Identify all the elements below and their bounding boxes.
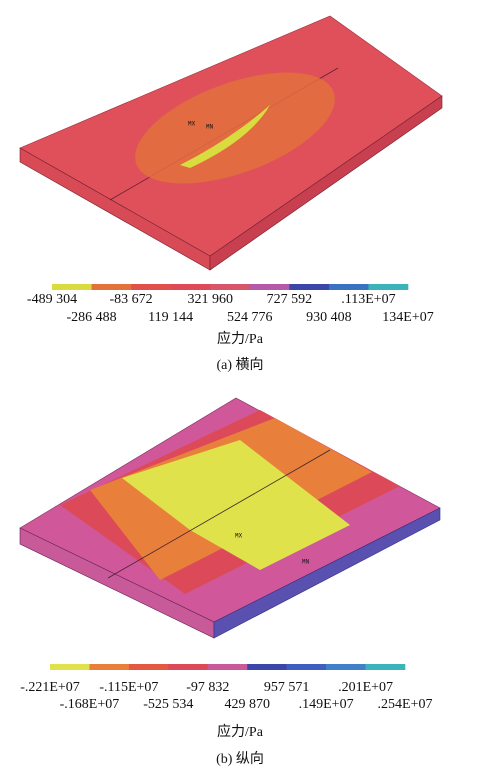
legend-swatch bbox=[249, 284, 290, 290]
legend-swatch bbox=[89, 664, 130, 670]
legend-label: -489 304 bbox=[27, 292, 77, 307]
legend-swatch bbox=[210, 284, 251, 290]
marker: MX bbox=[188, 121, 196, 128]
legend-label: -525 534 bbox=[143, 697, 193, 712]
legend-swatch bbox=[368, 284, 409, 290]
legend-label: 957 571 bbox=[264, 680, 310, 695]
legend-swatch bbox=[91, 284, 132, 290]
legend-label: .201E+07 bbox=[338, 680, 393, 695]
legend-label: -.221E+07 bbox=[20, 680, 80, 695]
legend-label: -97 832 bbox=[186, 680, 229, 695]
legend-swatch bbox=[207, 664, 248, 670]
legend-swatch bbox=[247, 664, 287, 670]
caption: (b) 纵向 bbox=[216, 751, 264, 767]
legend-swatch bbox=[128, 664, 169, 670]
legend-swatch bbox=[50, 664, 90, 670]
legend-label: -.115E+07 bbox=[99, 680, 158, 695]
legend-label: 321 960 bbox=[187, 292, 233, 307]
legend-label: .254E+07 bbox=[378, 697, 433, 712]
legend-label: 727 592 bbox=[267, 292, 313, 307]
legend-swatch bbox=[328, 284, 369, 290]
legend-label: 134E+07 bbox=[382, 310, 433, 325]
legend-swatch bbox=[168, 664, 209, 670]
marker: MX bbox=[235, 533, 243, 540]
marker: MN bbox=[302, 559, 310, 566]
unit-label: 应力/Pa bbox=[217, 330, 264, 347]
legend-label: 524 776 bbox=[227, 310, 273, 325]
plate-a: MX MN bbox=[19, 15, 443, 271]
legend-label: 930 408 bbox=[306, 310, 352, 325]
legend-swatch bbox=[289, 284, 330, 290]
legend-swatch bbox=[286, 664, 327, 670]
plate-b: MX MN bbox=[19, 397, 441, 639]
legend-label: 429 870 bbox=[224, 697, 270, 712]
legend-label: -286 488 bbox=[66, 310, 116, 325]
marker: MN bbox=[206, 124, 214, 131]
legend-label: -83 672 bbox=[110, 292, 153, 307]
legend-label: .149E+07 bbox=[299, 697, 354, 712]
legend-label: 119 144 bbox=[148, 310, 193, 325]
caption: (a) 横向 bbox=[216, 357, 263, 373]
legend-swatch bbox=[326, 664, 366, 670]
legend-swatch bbox=[365, 664, 406, 670]
legend-swatch bbox=[52, 284, 92, 290]
legend-swatch bbox=[170, 284, 211, 290]
unit-label: 应力/Pa bbox=[217, 723, 264, 740]
legend-label: -.168E+07 bbox=[60, 697, 120, 712]
legend-swatch bbox=[131, 284, 171, 290]
legend-label: .113E+07 bbox=[341, 292, 395, 307]
